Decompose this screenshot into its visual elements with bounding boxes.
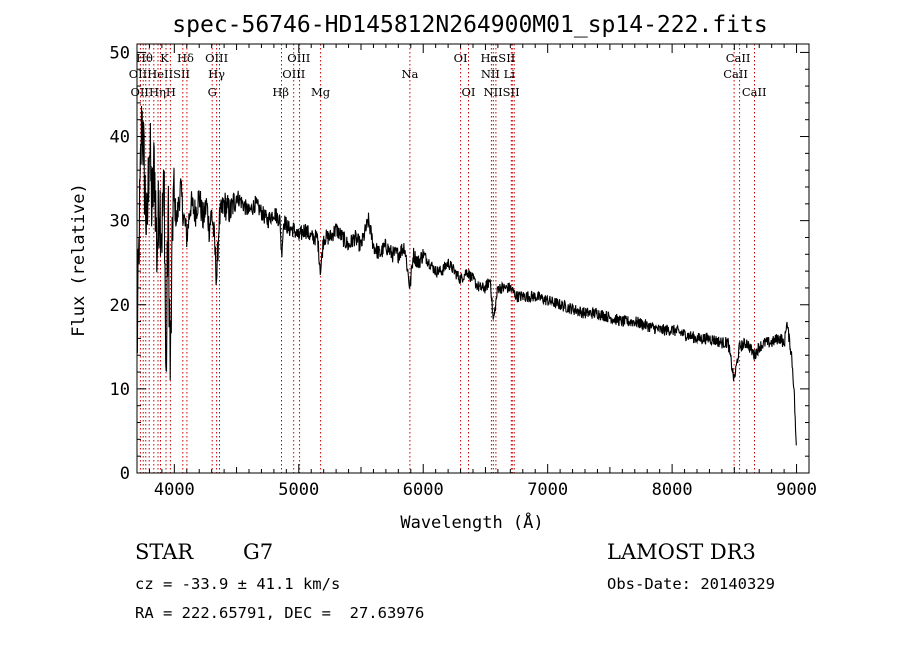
line-label-15: G (208, 85, 217, 99)
line-label-0: Hθ (136, 51, 153, 65)
line-label-10: OIII (282, 67, 305, 81)
line-label-5: OI (454, 51, 468, 65)
line-label-1: K (160, 51, 169, 65)
obs-date-text: Obs-Date: 20140329 (607, 575, 775, 593)
line-label-2: Hδ (177, 51, 194, 65)
line-label-11: Na (401, 67, 418, 81)
y-axis-label: Flux (relative) (69, 183, 89, 337)
line-markers (139, 44, 755, 473)
line-label-18: OI (462, 85, 476, 99)
coordinates-text: RA = 222.65791, DEC = 27.63976 (135, 604, 425, 622)
line-label-6: HαSII (481, 51, 516, 65)
y-tick-label: 30 (110, 212, 130, 232)
x-tick-label: 4000 (154, 480, 195, 500)
x-tick-label: 5000 (278, 480, 319, 500)
x-tick-label: 7000 (527, 480, 568, 500)
plot-frame (136, 43, 810, 474)
chart-title: spec-56746-HD145812N264900M01_sp14-222.f… (172, 12, 767, 38)
line-label-4: OIII (287, 51, 310, 65)
y-tick-label: 50 (110, 43, 130, 63)
line-labels: Hθ K Hδ OIII OIII OI HαSII CaII OIIHeIISII Hγ OIII… (129, 51, 767, 99)
line-label-8: OIIHeIISII (129, 67, 190, 81)
line-label-12: NII Li (481, 67, 515, 81)
line-label-7: CaII (726, 51, 751, 65)
line-label-20: CaII (742, 85, 767, 99)
survey-name: LAMOST DR3 (607, 540, 756, 564)
line-label-16: Hβ (272, 85, 289, 99)
x-tick-label: 9000 (776, 480, 817, 500)
object-subclass: G7 (243, 540, 274, 564)
line-label-9: Hγ (208, 67, 225, 81)
y-tick-label: 20 (110, 296, 130, 316)
axis-ticks: 4000 5000 6000 7000 8000 9000 0 10 20 30 40 50 (110, 43, 818, 500)
spectrum-line (136, 105, 797, 446)
x-tick-label: 6000 (403, 480, 444, 500)
redshift-text: cz = -33.9 ± 41.1 km/s (135, 575, 341, 593)
line-label-14: OIIHηH (130, 85, 175, 99)
y-tick-label: 0 (120, 464, 130, 484)
line-label-19: NIISII (484, 85, 520, 99)
x-tick-label: 8000 (652, 480, 693, 500)
x-axis-label: Wavelength (Å) (400, 511, 543, 533)
line-label-3: OIII (205, 51, 228, 65)
line-label-13: CaII (723, 67, 748, 81)
y-tick-label: 10 (110, 380, 130, 400)
line-label-17: Mg (311, 85, 331, 99)
y-tick-label: 40 (110, 128, 130, 148)
object-class: STAR (135, 540, 194, 564)
